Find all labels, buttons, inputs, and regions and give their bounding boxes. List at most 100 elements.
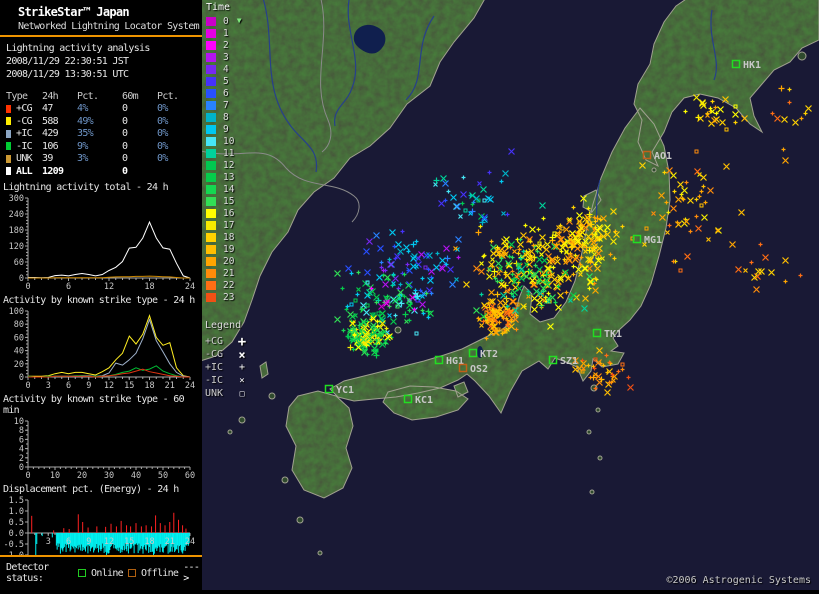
map-legend-label: -IC xyxy=(205,375,224,386)
sidebar-footer: Detector status: Online Offline ---> xyxy=(0,555,202,590)
time-legend-row: 17 xyxy=(206,219,242,231)
time-color-swatch xyxy=(206,184,216,194)
time-legend-row: 0 ▼ xyxy=(206,15,242,27)
stats-count-24h: 429 xyxy=(42,128,59,140)
svg-text:1.0: 1.0 xyxy=(9,507,24,517)
time-hour-label: 12 xyxy=(223,159,235,171)
stats-count-60m: 0 xyxy=(122,165,128,177)
svg-text:-0.5: -0.5 xyxy=(4,540,24,550)
svg-text:60: 60 xyxy=(14,333,24,343)
time-hour-label: 0 xyxy=(223,15,229,27)
time-hour-label: 1 xyxy=(223,27,229,39)
type-color-swatch xyxy=(6,117,11,126)
svg-text:KT2: KT2 xyxy=(480,349,498,360)
time-legend-row: 3 xyxy=(206,51,242,63)
time-color-swatch xyxy=(206,64,216,74)
time-hour-label: 5 xyxy=(223,75,229,87)
map-legend: Legend +CG + -CG × +IC + -IC × UNK □ xyxy=(205,320,249,400)
time-hour-label: 6 xyxy=(223,87,229,99)
time-hour-label: 18 xyxy=(223,231,235,243)
svg-text:YC1: YC1 xyxy=(336,385,354,396)
time-color-swatch xyxy=(206,208,216,218)
type-color-swatch xyxy=(6,104,11,113)
time-legend-row: 10 xyxy=(206,135,242,147)
svg-text:0: 0 xyxy=(19,274,24,284)
svg-text:KC1: KC1 xyxy=(415,395,433,406)
stats-row: UNK 39 3% 0 0% xyxy=(6,153,202,166)
svg-text:6: 6 xyxy=(66,282,71,291)
detector-marker[interactable]: KT2 xyxy=(468,348,499,360)
svg-text:OS2: OS2 xyxy=(470,364,488,375)
strike-stats-table: Type 24h Pct. 60m Pct. +CG 47 4% 0 0% -CG 588 49% 0 0%… xyxy=(6,90,202,178)
detector-marker[interactable]: MG1 xyxy=(632,234,663,246)
stats-total-row: ALL 1209 0 xyxy=(6,165,202,178)
svg-text:2: 2 xyxy=(19,453,24,463)
detector-status-label: Detector status: xyxy=(6,562,49,584)
detector-marker[interactable]: AO1 xyxy=(642,150,673,162)
footer-divider xyxy=(0,555,202,557)
detector-marker[interactable]: SZ1 xyxy=(548,355,579,367)
svg-text:HG1: HG1 xyxy=(446,356,464,367)
time-color-swatch xyxy=(206,268,216,278)
time-hour-label: 16 xyxy=(223,207,235,219)
time-color-swatch xyxy=(206,148,216,158)
stats-pct-24h: 35% xyxy=(77,128,94,140)
svg-text:0: 0 xyxy=(25,381,30,390)
stats-count-60m: 0 xyxy=(122,128,128,140)
svg-text:24: 24 xyxy=(185,282,195,291)
time-hour-label: 22 xyxy=(223,279,235,291)
svg-text:AO1: AO1 xyxy=(654,151,672,162)
stats-header-cell: Type xyxy=(6,90,28,102)
time-hour-label: 21 xyxy=(223,267,235,279)
time-color-swatch xyxy=(206,280,216,290)
detector-marker[interactable]: HK1 xyxy=(731,59,762,71)
timestamp-jst: 2008/11/29 22:30:51 JST xyxy=(6,56,129,67)
scroll-arrow[interactable]: ---> xyxy=(183,562,200,584)
map-legend-row: UNK □ xyxy=(205,387,249,400)
map-legend-title: Legend xyxy=(205,320,242,331)
header-divider xyxy=(0,35,202,37)
detector-marker[interactable]: YC1 xyxy=(324,384,355,396)
svg-text:10: 10 xyxy=(50,471,60,480)
time-color-swatch xyxy=(206,40,216,50)
svg-text:4: 4 xyxy=(19,444,24,454)
detector-marker[interactable]: TK1 xyxy=(592,328,623,340)
stats-row: +CG 47 4% 0 0% xyxy=(6,103,202,116)
stats-pct-24h: 49% xyxy=(77,115,94,127)
detector-marker[interactable]: OS2 xyxy=(458,363,489,375)
sidebar-header: StrikeStar™ Japan Networked Lightning Lo… xyxy=(0,0,202,35)
time-legend-row: 23 xyxy=(206,291,242,303)
svg-text:120: 120 xyxy=(9,242,24,252)
time-legend-row: 9 xyxy=(206,123,242,135)
analysis-block: Lightning activity analysis 2008/11/29 2… xyxy=(0,37,202,81)
svg-text:6: 6 xyxy=(19,435,24,445)
svg-text:SZ1: SZ1 xyxy=(560,356,578,367)
time-legend-row: 22 xyxy=(206,279,242,291)
stats-type: +IC xyxy=(16,128,33,140)
time-legend-row: 14 xyxy=(206,183,242,195)
time-legend-row: 1 xyxy=(206,27,242,39)
stats-type: +CG xyxy=(16,103,33,115)
stats-pct-24h: 3% xyxy=(77,153,88,165)
svg-text:40: 40 xyxy=(14,346,24,356)
time-legend-row: 13 xyxy=(206,171,242,183)
map-legend-label: UNK xyxy=(205,388,224,399)
svg-text:12: 12 xyxy=(104,537,114,547)
stats-count-24h: 1209 xyxy=(42,165,64,177)
stats-pct-60m: 0% xyxy=(157,153,168,165)
detector-marker[interactable]: KC1 xyxy=(403,394,434,406)
stats-header-cell: Pct. xyxy=(77,90,99,102)
svg-text:12: 12 xyxy=(104,282,114,291)
type-color-swatch xyxy=(6,129,11,138)
stats-pct-60m: 0% xyxy=(157,115,168,127)
detector-marker[interactable]: HG1 xyxy=(434,355,465,367)
svg-text:TK1: TK1 xyxy=(604,329,622,340)
svg-text:9: 9 xyxy=(86,537,91,547)
svg-text:60: 60 xyxy=(14,258,24,268)
svg-text:0.5: 0.5 xyxy=(9,518,24,528)
svg-text:6: 6 xyxy=(66,537,71,547)
stats-count-24h: 47 xyxy=(42,103,53,115)
svg-text:8: 8 xyxy=(19,426,24,436)
map-legend-symbol: □ xyxy=(239,389,245,398)
current-time-marker: ▼ xyxy=(236,16,242,25)
